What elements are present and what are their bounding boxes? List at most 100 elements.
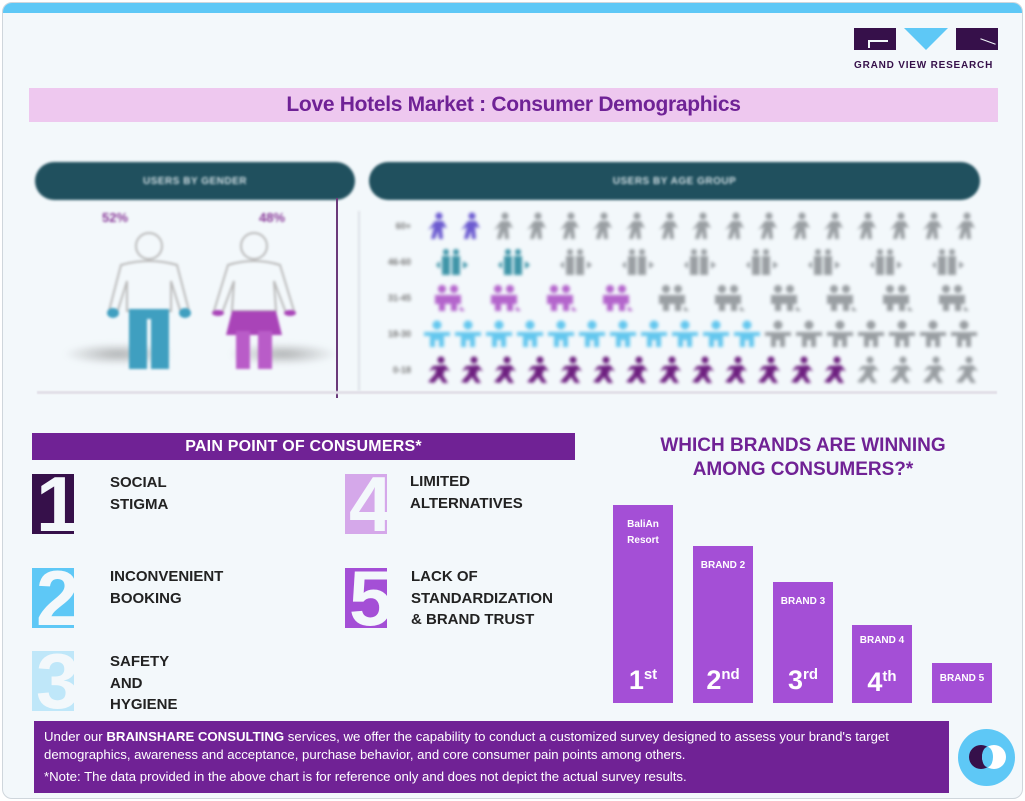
pair-icon — [793, 319, 824, 349]
users-by-age-header: USERS BY AGE GROUP — [369, 162, 980, 200]
age-row-46-60: 46-60 — [373, 244, 982, 280]
brand-rank: 1st — [628, 665, 658, 695]
walking-couple-icon — [817, 211, 850, 241]
couple-icon — [925, 283, 981, 313]
page-title-band: Love Hotels Market : Consumer Demographi… — [29, 88, 998, 122]
running-icon — [817, 355, 850, 385]
brand-bar-1: BaliAn Resort 1st — [613, 505, 673, 703]
users-by-gender-header: USERS BY GENDER — [35, 162, 355, 200]
logo-v-icon — [904, 28, 948, 50]
brand-name: BaliAn Resort — [627, 519, 659, 546]
walking-couple-icon — [520, 211, 553, 241]
couple-icon — [421, 283, 477, 313]
running-icon — [850, 355, 883, 385]
age-axis-line — [358, 211, 360, 391]
couple-icon — [813, 283, 869, 313]
users-by-age-label: USERS BY AGE GROUP — [612, 175, 737, 187]
brand-rank: 2nd — [706, 665, 740, 695]
family-icon — [607, 247, 669, 277]
pair-icon — [421, 319, 452, 349]
brand-bar-4: BRAND 4 4th — [852, 625, 912, 703]
age-group-label: 18-30 — [387, 329, 411, 339]
running-icon — [751, 355, 784, 385]
male-percentage: 52% — [102, 210, 129, 225]
family-icon — [731, 247, 793, 277]
pair-icon — [638, 319, 669, 349]
family-icon — [483, 247, 545, 277]
family-icon — [421, 247, 483, 277]
brand-bar-3: BRAND 3 3rd — [773, 582, 833, 703]
brand-name: BRAND 5 — [939, 673, 985, 684]
age-group-label: 60+ — [395, 221, 411, 231]
walking-couple-icon — [487, 211, 520, 241]
running-icon — [553, 355, 586, 385]
walking-couple-icon — [949, 211, 982, 241]
pair-icon — [483, 319, 514, 349]
running-icon — [619, 355, 652, 385]
male-figure-icon — [107, 232, 191, 369]
page-title: Love Hotels Market : Consumer Demographi… — [286, 93, 741, 116]
pain-point-label: SAFETY AND HYGIENE — [110, 653, 178, 713]
pair-icon — [669, 319, 700, 349]
couple-icon — [645, 283, 701, 313]
family-icon — [545, 247, 607, 277]
pair-icon — [824, 319, 855, 349]
number-5-icon: 5 — [345, 568, 387, 628]
family-icon — [917, 247, 979, 277]
brainshare-footer: Under our BRAINSHARE CONSULTING services… — [34, 721, 949, 793]
pair-icon — [855, 319, 886, 349]
demographics-baseline — [37, 391, 997, 394]
brand-name: BRAND 3 — [780, 596, 826, 607]
running-icon — [454, 355, 487, 385]
running-icon — [652, 355, 685, 385]
walking-couple-icon — [850, 211, 883, 241]
family-icon — [793, 247, 855, 277]
running-icon — [718, 355, 751, 385]
running-icon — [586, 355, 619, 385]
pair-icon — [948, 319, 979, 349]
pair-icon — [762, 319, 793, 349]
female-shadow — [228, 343, 338, 365]
age-row-31-45: 31-45 — [373, 280, 982, 316]
walking-couple-icon — [751, 211, 784, 241]
age-group-label: 46-60 — [387, 257, 411, 267]
pair-icon — [576, 319, 607, 349]
family-icon — [669, 247, 731, 277]
top-accent-bar — [3, 3, 1022, 13]
gender-divider — [336, 198, 338, 398]
age-row-18-30: 18-30 — [373, 316, 982, 352]
pain-point-label: LACK OF STANDARDIZATION & BRAND TRUST — [411, 568, 553, 628]
couple-icon — [533, 283, 589, 313]
pair-icon — [886, 319, 917, 349]
pair-icon — [607, 319, 638, 349]
walking-couple-icon — [718, 211, 751, 241]
couple-icon — [869, 283, 925, 313]
footer-description: Under our BRAINSHARE CONSULTING services… — [44, 729, 889, 762]
couple-icon — [701, 283, 757, 313]
brainshare-icon — [958, 729, 1015, 786]
family-icon — [855, 247, 917, 277]
running-icon — [784, 355, 817, 385]
walking-couple-icon — [784, 211, 817, 241]
brand-bar-2: BRAND 2 2nd — [693, 546, 753, 703]
age-group-label: 0-18 — [392, 365, 411, 375]
couple-icon — [757, 283, 813, 313]
running-icon — [685, 355, 718, 385]
number-1-icon: 1 — [32, 474, 74, 534]
walking-couple-icon — [421, 211, 454, 241]
couple-icon — [589, 283, 645, 313]
walking-couple-icon — [619, 211, 652, 241]
brainshare-consulting-label: BRAINSHARE CONSULTING — [106, 729, 285, 744]
footer-note: *Note: The data provided in the above ch… — [44, 769, 687, 784]
walking-couple-icon — [652, 211, 685, 241]
walking-couple-icon — [883, 211, 916, 241]
pain-point-label: SOCIAL STIGMA — [110, 474, 169, 513]
age-group-pictogram: 60+ 46-60 31-45 18-30 0-18 — [373, 208, 982, 388]
female-figure-icon — [212, 232, 296, 369]
couple-icon — [477, 283, 533, 313]
users-by-gender-label: USERS BY GENDER — [142, 175, 247, 187]
logo-text: GRAND VIEW RESEARCH — [854, 60, 994, 71]
running-icon — [520, 355, 553, 385]
number-3-icon: 3 — [32, 651, 74, 711]
brands-chart-title: WHICH BRANDS ARE WINNING AMONG CONSUMERS… — [660, 435, 946, 480]
